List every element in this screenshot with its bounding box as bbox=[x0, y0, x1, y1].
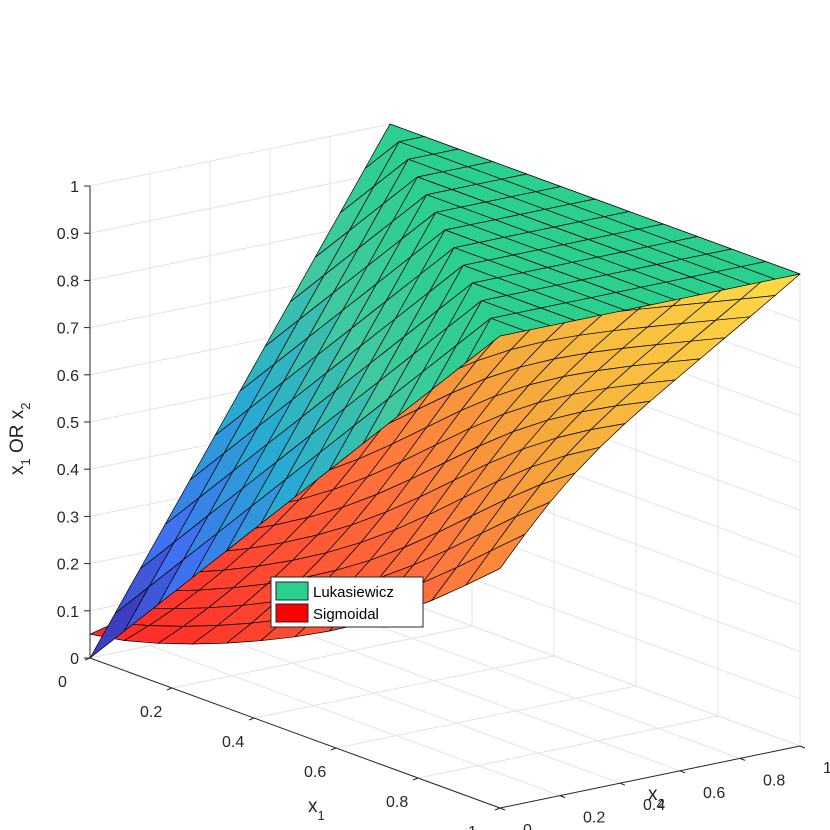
z-tick-label: 0.5 bbox=[57, 415, 79, 432]
y-tick-label: 0 bbox=[523, 822, 532, 830]
x-axis-label: x1 bbox=[308, 796, 325, 823]
x-tick-mark bbox=[330, 747, 337, 751]
x-tick-label: 1 bbox=[468, 824, 477, 830]
y-axis-label: x2 bbox=[648, 784, 665, 811]
surface-mesh bbox=[89, 123, 801, 659]
y-tick-label: 0.8 bbox=[763, 772, 785, 789]
legend-label-sigmoidal: Sigmoidal bbox=[313, 606, 379, 623]
surface-patch-lukasiewicz bbox=[465, 317, 526, 364]
legend: Lukasiewicz Sigmoidal bbox=[270, 576, 424, 628]
gridline-floor-x bbox=[417, 715, 719, 779]
x-axis-line bbox=[89, 657, 501, 809]
y-tick-mark bbox=[499, 807, 506, 811]
z-tick-label: 0.2 bbox=[57, 557, 79, 574]
gridline-wall-z-left bbox=[89, 123, 391, 187]
z-tick-label: 0.4 bbox=[57, 462, 79, 479]
gridline-floor-y bbox=[209, 632, 621, 784]
legend-swatch-sigmoidal bbox=[275, 603, 309, 623]
y-tick-label: 0.6 bbox=[703, 785, 725, 802]
gridline-wall-z-right bbox=[389, 595, 801, 747]
z-axis-label: x1 OR x2 bbox=[7, 402, 33, 475]
x-tick-label: 0.8 bbox=[386, 794, 408, 811]
surface-patch-sigmoidal bbox=[465, 533, 526, 586]
z-tick-label: 0.6 bbox=[57, 368, 79, 385]
z-tick-label: 0.9 bbox=[57, 226, 79, 243]
x-tick-label: 0.4 bbox=[222, 734, 244, 751]
z-tick-label: 0 bbox=[70, 651, 79, 668]
gridline-floor-y bbox=[269, 620, 681, 772]
x-tick-mark bbox=[248, 717, 255, 721]
y-tick-mark bbox=[559, 795, 566, 799]
x-tick-mark bbox=[166, 687, 173, 691]
x-tick-label: 0.6 bbox=[304, 764, 326, 781]
x-tick-label: 0.2 bbox=[140, 704, 162, 721]
x-tick-mark bbox=[494, 807, 501, 811]
z-tick-label: 0.1 bbox=[57, 604, 79, 621]
gridline-floor-x bbox=[171, 625, 473, 689]
z-tick-label: 0.8 bbox=[57, 273, 79, 290]
y-tick-mark bbox=[799, 745, 806, 749]
gridline-floor-y bbox=[329, 607, 741, 759]
legend-swatch-lukasiewicz bbox=[275, 581, 309, 601]
z-tick-label: 1 bbox=[70, 179, 79, 196]
y-tick-mark bbox=[679, 770, 686, 774]
gridline-floor-y bbox=[149, 645, 561, 797]
x-tick-label: 0 bbox=[58, 674, 67, 691]
z-tick-label: 0.3 bbox=[57, 509, 79, 526]
z-tick-label: 0.7 bbox=[57, 321, 79, 338]
y-tick-mark bbox=[619, 782, 626, 786]
tick-labels: 0 0.2 0.4 0.6 0.8 1 0 0.2 0.4 0.6 0.8 1 0 0.1 0.2 0.3 0.… bbox=[57, 179, 830, 830]
x-tick-mark bbox=[412, 777, 419, 781]
y-axis-line bbox=[499, 745, 801, 809]
gridline-wall-z-left bbox=[89, 170, 391, 234]
gridline-floor-x bbox=[253, 655, 555, 719]
y-tick-mark bbox=[739, 757, 746, 761]
y-tick-label: 0.4 bbox=[643, 797, 665, 814]
y-tick-label: 0.2 bbox=[583, 810, 605, 827]
y-tick-label: 1 bbox=[823, 760, 830, 777]
legend-label-lukasiewicz: Lukasiewicz bbox=[313, 584, 394, 601]
gridline-floor-x bbox=[335, 685, 637, 749]
